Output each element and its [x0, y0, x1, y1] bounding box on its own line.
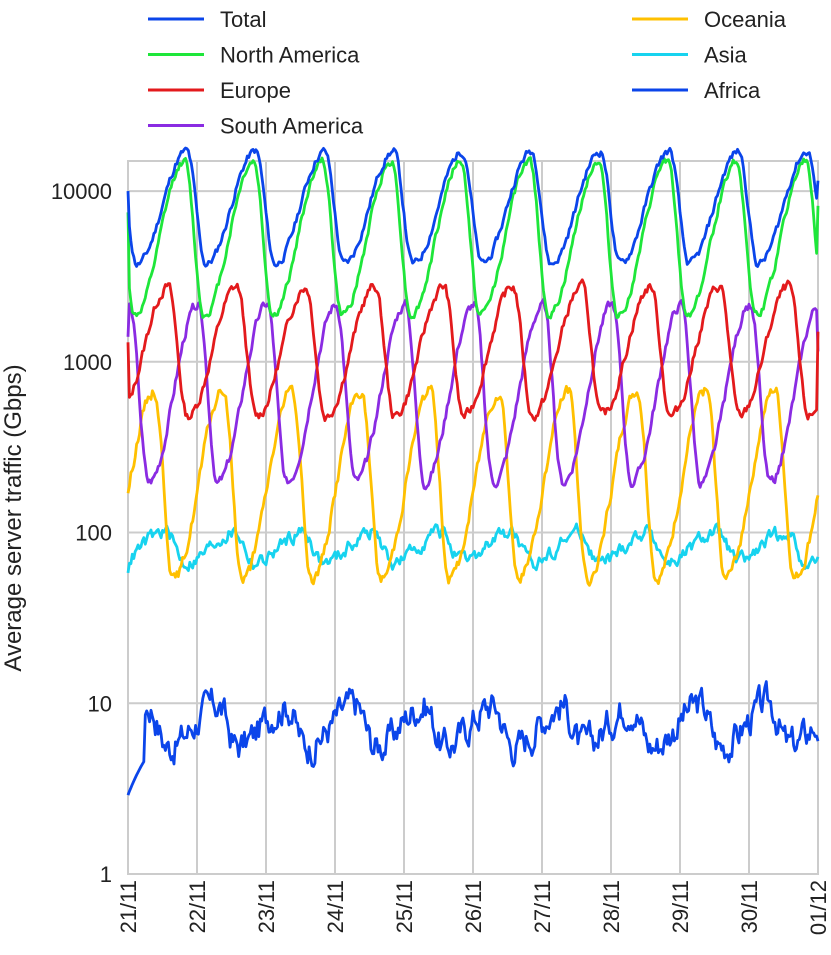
legend-label-asia: Asia	[704, 43, 748, 68]
y-tick-label: 10000	[51, 179, 112, 204]
legend-label-africa: Africa	[704, 78, 761, 103]
legend-label-europe: Europe	[220, 78, 291, 103]
series-line-europe	[126, 278, 820, 422]
x-tick-label: 25/11	[392, 880, 417, 933]
series-line-africa	[126, 680, 820, 796]
x-tick-label: 30/11	[737, 880, 762, 933]
y-tick-label: 100	[75, 521, 112, 546]
x-tick-label: 28/11	[599, 880, 624, 933]
series-lines	[126, 146, 820, 796]
x-tick-label: 27/11	[530, 880, 555, 933]
x-tick-label: 24/11	[323, 880, 348, 933]
x-tick-label: 26/11	[461, 880, 486, 933]
x-tick-label: 29/11	[668, 880, 693, 933]
x-tick-label: 01/12	[806, 880, 831, 935]
legend: Total North America Europe South America Oce…	[148, 7, 787, 139]
plot-frame	[127, 160, 819, 875]
y-tick-label: 10	[88, 691, 112, 716]
series-line-total	[126, 146, 820, 268]
y-axis-title: Average server traffic (Gbps)	[0, 364, 27, 671]
series-line-oceania	[126, 384, 820, 587]
legend-label-south-america: South America	[220, 114, 364, 139]
series-line-north-america	[126, 156, 820, 320]
x-tick-label: 23/11	[254, 880, 279, 933]
y-tick-labels: 1 10 100 1000 10000	[51, 179, 112, 887]
y-tick-label: 1000	[63, 350, 112, 375]
y-tick-label: 1	[100, 862, 112, 887]
x-tick-label: 21/11	[116, 880, 141, 933]
legend-label-north-america: North America	[220, 43, 360, 68]
legend-label-total: Total	[220, 7, 266, 32]
series-line-asia	[126, 522, 820, 574]
series-line-south-america	[126, 298, 820, 491]
x-tick-labels: 21/11 22/11 23/11 24/11 25/11 26/11 27/11 28/11…	[116, 880, 831, 935]
plot-border	[127, 160, 819, 875]
legend-label-oceania: Oceania	[704, 7, 787, 32]
x-tick-label: 22/11	[185, 880, 210, 933]
